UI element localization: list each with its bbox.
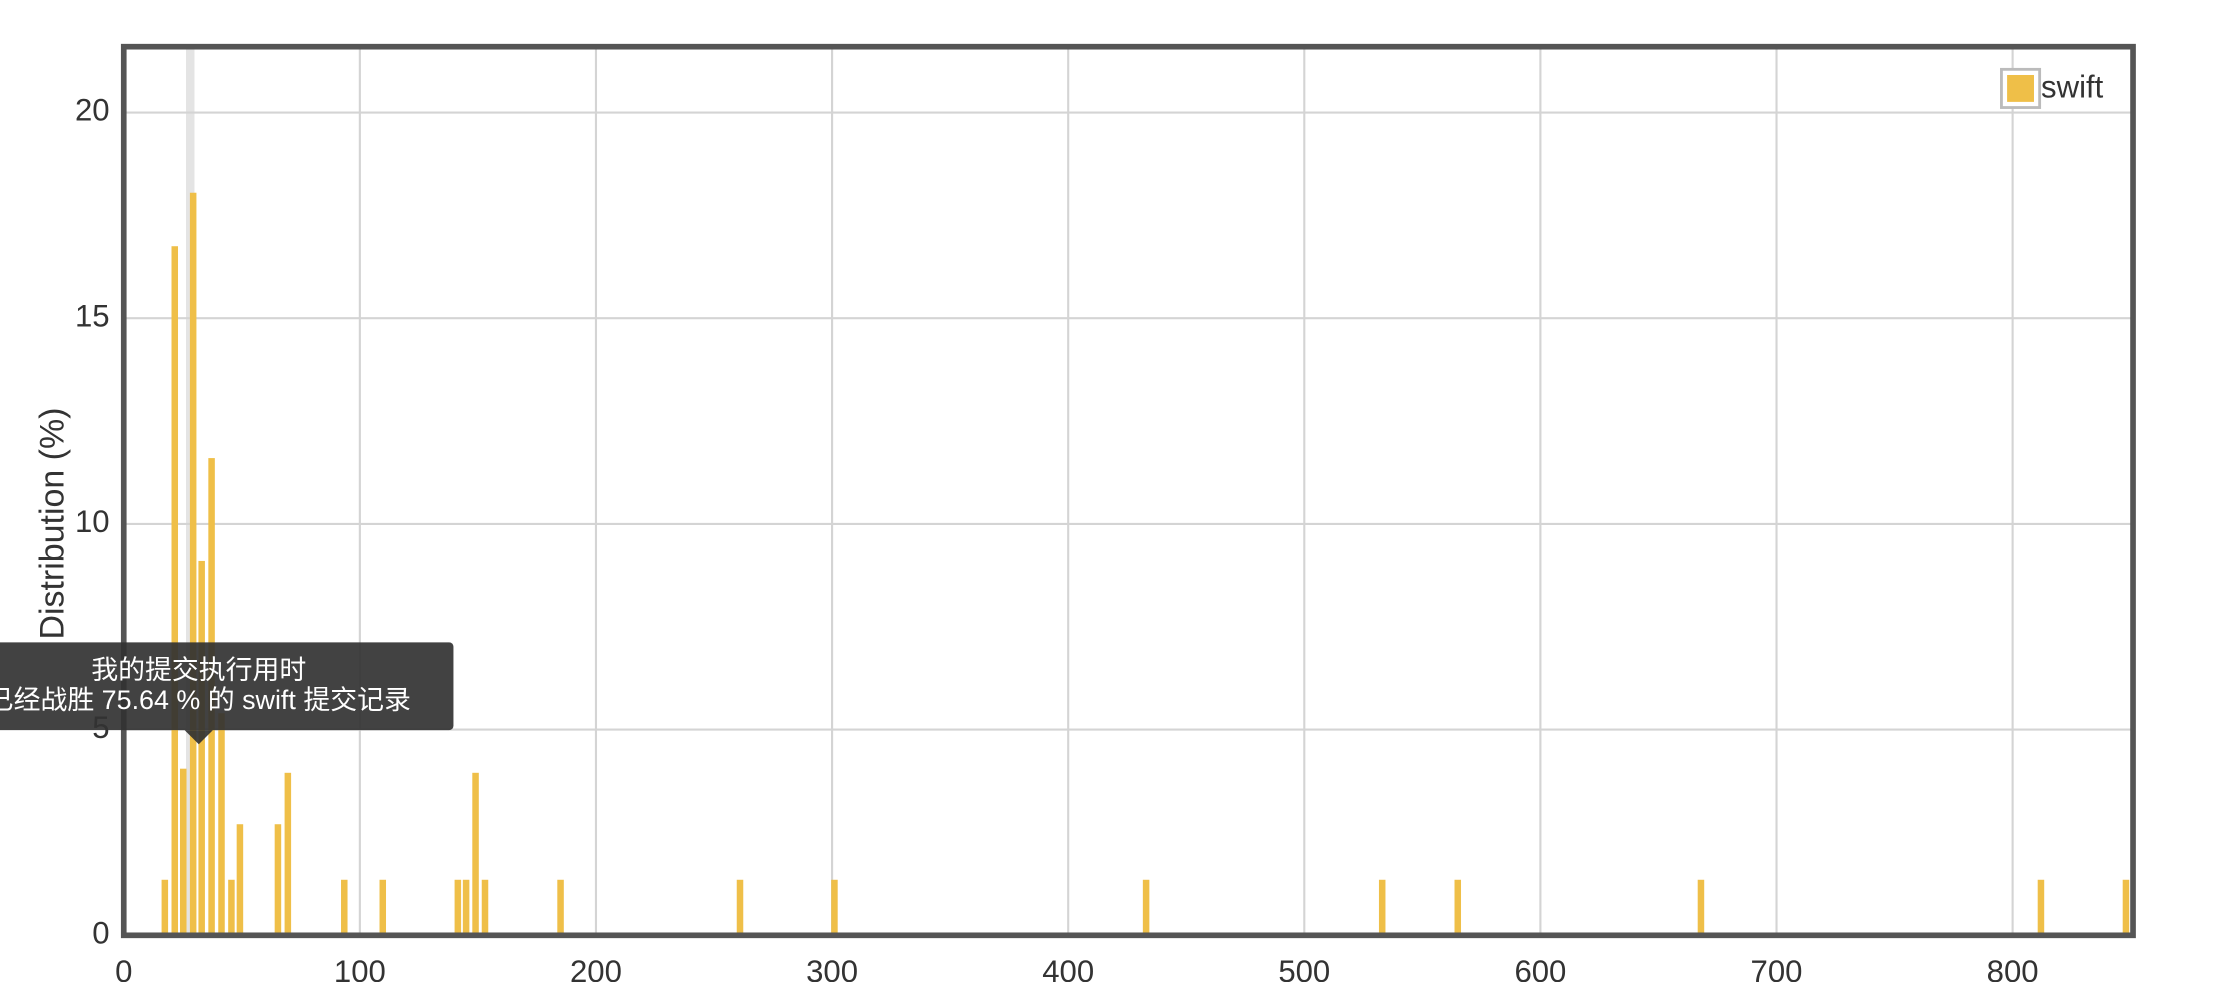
- bar: [557, 879, 564, 936]
- bar: [228, 879, 235, 936]
- tooltip-pointer: [184, 730, 213, 745]
- bar: [189, 192, 197, 936]
- tooltip: 我的提交执行用时 已经战胜 75.64 % 的 swift 提交记录: [0, 642, 454, 745]
- y-axis-label: Distribution (%): [33, 408, 71, 640]
- bar: [2037, 879, 2045, 936]
- bar: [379, 879, 387, 936]
- x-tick-label: 300: [806, 954, 858, 982]
- tooltip-box: [0, 642, 454, 731]
- bar: [1454, 879, 1462, 936]
- bar: [1378, 879, 1386, 936]
- bar: [736, 879, 744, 936]
- plot-frame: [120, 43, 2136, 939]
- bar: [462, 879, 470, 936]
- bar: [472, 772, 479, 936]
- tooltip-text: 已经战胜 75.64 % 的 swift 提交记录: [0, 685, 411, 715]
- bar: [198, 560, 205, 936]
- x-tick-label: 500: [1278, 954, 1330, 982]
- x-tick-label: 200: [570, 954, 622, 982]
- legend-label: swift: [2041, 69, 2104, 104]
- bar: [454, 879, 462, 936]
- bar: [1142, 879, 1150, 936]
- bar: [236, 824, 244, 936]
- tooltip-title: 我的提交执行用时: [91, 655, 306, 685]
- x-tick-label: 600: [1514, 954, 1566, 982]
- x-tick-label: 700: [1751, 954, 1803, 982]
- x-tick-label: 400: [1042, 954, 1094, 982]
- bar: [171, 246, 179, 936]
- x-tick-label: 100: [334, 954, 386, 982]
- bar: [274, 824, 282, 936]
- bar: [218, 713, 225, 936]
- bar: [161, 879, 169, 936]
- x-tick-label: 0: [115, 954, 132, 982]
- bar: [831, 879, 838, 936]
- y-tick-label: 10: [75, 504, 110, 539]
- bar: [481, 879, 489, 936]
- legend-swatch: [2007, 74, 2034, 102]
- bar: [179, 768, 187, 936]
- bar: [341, 879, 348, 936]
- bar: [1697, 879, 1705, 936]
- bar: [2122, 879, 2130, 936]
- y-tick-label: 20: [75, 93, 110, 128]
- x-tick-label: 800: [1987, 954, 2039, 982]
- y-tick-label: 0: [92, 916, 109, 951]
- y-tick-label: 15: [75, 298, 110, 333]
- bar: [284, 772, 292, 936]
